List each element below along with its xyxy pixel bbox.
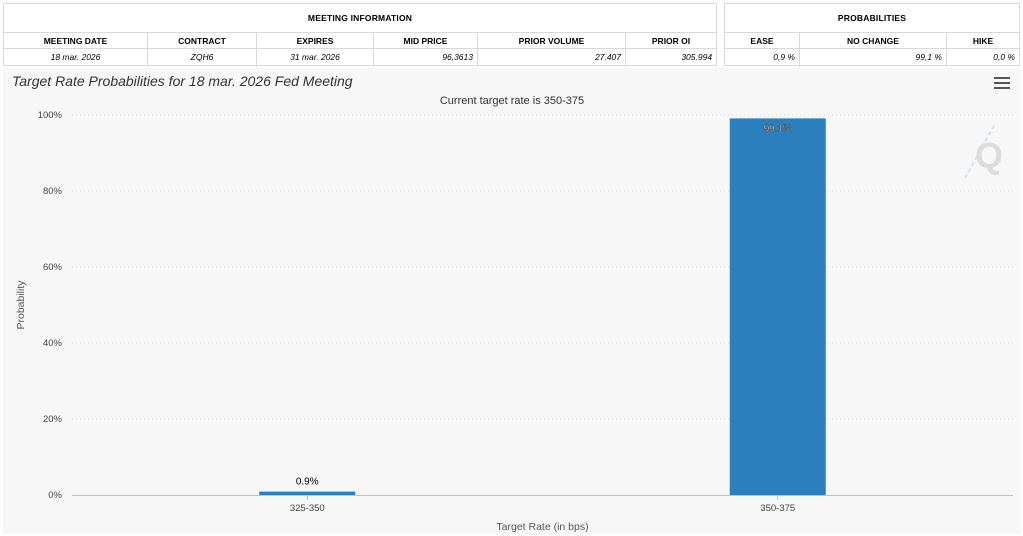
hamburger-menu-icon[interactable] (994, 77, 1010, 91)
y-tick-label: 60% (43, 262, 63, 273)
value-prior-oi: 305.994 (624, 48, 718, 66)
chart-title: Target Rate Probabilities for 18 mar. 20… (12, 73, 353, 89)
header-prior-oi: PRIOR OI (624, 32, 718, 49)
header-no-change: NO CHANGE (799, 32, 947, 49)
bar-350-375 (729, 118, 826, 496)
chart-panel: Q 0% 20% 40% 60% 80% 100% 325-350 0.9% 350-375 99.… (3, 68, 1021, 534)
value-prior-volume: 27.407 (477, 48, 626, 66)
watermark-logo: Q (964, 123, 1003, 179)
bar-325-350 (259, 491, 356, 495)
value-contract: ZQH6 (147, 48, 257, 66)
probability-bar-chart: Q 0% 20% 40% 60% 80% 100% 325-350 0.9% 350-375 99.… (15, 110, 1013, 533)
x-axis-title: Target Rate (in bps) (496, 521, 588, 533)
header-mid-price: MID PRICE (373, 32, 478, 49)
header-ease: EASE (724, 32, 800, 49)
value-mid-price: 96,3613 (373, 48, 478, 66)
x-tick-label: 350-375 (760, 503, 795, 514)
value-meeting-date: 18 mar. 2026 (3, 48, 148, 66)
value-ease: 0,9 % (724, 48, 800, 66)
data-label-325-350: 0.9% (296, 477, 319, 488)
y-tick-label: 20% (43, 414, 63, 425)
y-tick-label: 80% (43, 186, 63, 197)
probabilities-title: PROBABILITIES (724, 3, 1020, 33)
value-no-change: 99,1 % (799, 48, 947, 66)
probabilities-table: PROBABILITIES EASE NO CHANGE HIKE 0,9 % … (724, 3, 1020, 66)
data-label-350-375: 99.1% (764, 123, 792, 134)
x-tick-label: 325-350 (290, 503, 325, 514)
y-tick-label: 40% (43, 338, 63, 349)
meeting-information-table: MEETING INFORMATION MEETING DATE CONTRAC… (2, 3, 718, 66)
chart-subtitle: Current target rate is 350-375 (439, 95, 585, 107)
svg-text:Q: Q (975, 135, 1003, 176)
y-tick-label: 100% (38, 110, 63, 121)
y-tick-label: 0% (48, 490, 62, 501)
header-prior-volume: PRIOR VOLUME (477, 32, 626, 49)
value-expires: 31 mar. 2026 (256, 48, 374, 66)
header-expires: EXPIRES (256, 32, 374, 49)
value-hike: 0,0 % (946, 48, 1020, 66)
header-contract: CONTRACT (147, 32, 257, 49)
meeting-information-title: MEETING INFORMATION (2, 3, 718, 33)
header-meeting-date: MEETING DATE (3, 32, 148, 49)
header-hike: HIKE (946, 32, 1020, 49)
y-axis-title: Probability (15, 280, 27, 330)
